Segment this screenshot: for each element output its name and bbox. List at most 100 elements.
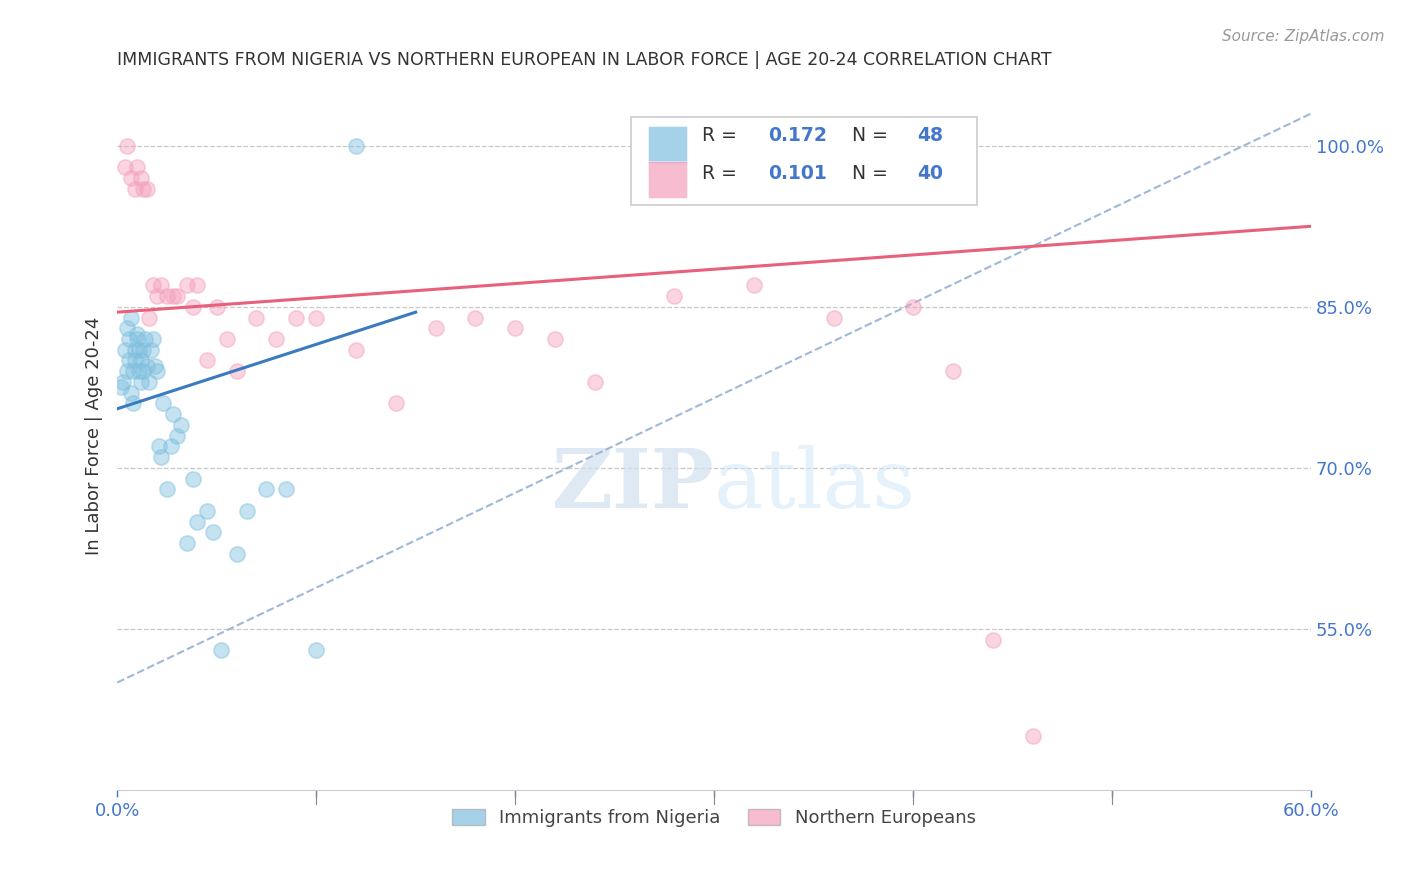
Point [209, 643, 232, 657]
Point [664, 289, 686, 303]
Text: 0.101: 0.101 [768, 164, 827, 183]
Point [120, 310, 142, 325]
Text: 48: 48 [917, 127, 943, 145]
Point [205, 300, 228, 314]
Point [115, 321, 138, 335]
Text: N =: N = [839, 164, 893, 183]
Text: R =: R = [702, 164, 744, 183]
Point [384, 396, 406, 410]
Point [1021, 729, 1043, 743]
FancyBboxPatch shape [648, 126, 686, 163]
Point [139, 343, 162, 357]
FancyBboxPatch shape [630, 117, 977, 205]
Point [122, 364, 145, 378]
Point [344, 343, 367, 357]
Point [544, 332, 567, 346]
Point [464, 310, 486, 325]
Legend: Immigrants from Nigeria, Northern Europeans: Immigrants from Nigeria, Northern Europe… [446, 801, 983, 834]
Point [120, 385, 142, 400]
Point [120, 171, 142, 186]
Point [266, 332, 288, 346]
Point [181, 300, 204, 314]
Point [138, 375, 160, 389]
Point [823, 310, 845, 325]
Point [305, 643, 328, 657]
Point [235, 504, 257, 518]
Point [225, 547, 247, 561]
Y-axis label: In Labor Force | Age 20-24: In Labor Force | Age 20-24 [86, 317, 103, 555]
Point [186, 278, 208, 293]
Point [162, 407, 184, 421]
Text: Source: ZipAtlas.com: Source: ZipAtlas.com [1222, 29, 1385, 44]
Text: 0.172: 0.172 [768, 127, 827, 145]
Text: 40: 40 [917, 164, 943, 183]
Point [156, 483, 179, 497]
Point [152, 396, 174, 410]
Point [742, 278, 765, 293]
Point [186, 515, 208, 529]
Point [142, 278, 165, 293]
Point [245, 310, 267, 325]
Point [146, 289, 169, 303]
Text: N =: N = [839, 127, 893, 145]
Point [901, 300, 924, 314]
Point [115, 364, 138, 378]
Point [129, 353, 152, 368]
Point [127, 326, 149, 341]
Point [132, 364, 155, 378]
Point [127, 160, 149, 174]
FancyBboxPatch shape [648, 161, 686, 198]
Point [170, 417, 193, 432]
Point [305, 310, 328, 325]
Point [112, 375, 135, 389]
Point [124, 182, 146, 196]
Point [146, 364, 169, 378]
Point [129, 171, 152, 186]
Point [276, 483, 298, 497]
Text: ZIP: ZIP [551, 445, 714, 525]
Point [166, 428, 188, 442]
Point [118, 353, 141, 368]
Point [344, 138, 367, 153]
Point [195, 353, 218, 368]
Point [134, 332, 156, 346]
Text: R =: R = [702, 127, 744, 145]
Point [215, 332, 238, 346]
Point [132, 343, 155, 357]
Point [124, 353, 146, 368]
Point [425, 321, 447, 335]
Point [181, 472, 204, 486]
Point [149, 278, 172, 293]
Point [195, 504, 218, 518]
Point [225, 364, 247, 378]
Point [981, 632, 1004, 647]
Point [124, 343, 146, 357]
Point [136, 359, 159, 373]
Point [127, 332, 149, 346]
Point [583, 375, 606, 389]
Point [160, 439, 183, 453]
Point [503, 321, 526, 335]
Point [114, 160, 136, 174]
Point [115, 138, 138, 153]
Point [122, 396, 145, 410]
Point [149, 450, 172, 464]
Point [138, 310, 160, 325]
Point [132, 182, 155, 196]
Point [166, 289, 188, 303]
Point [176, 536, 198, 550]
Point [110, 380, 132, 394]
Point [128, 343, 150, 357]
Point [118, 332, 141, 346]
Point [143, 359, 166, 373]
Point [201, 525, 224, 540]
Text: IMMIGRANTS FROM NIGERIA VS NORTHERN EUROPEAN IN LABOR FORCE | AGE 20-24 CORRELAT: IMMIGRANTS FROM NIGERIA VS NORTHERN EURO… [117, 51, 1052, 69]
Point [254, 483, 277, 497]
Point [156, 289, 179, 303]
Point [128, 364, 150, 378]
Point [942, 364, 965, 378]
Point [148, 439, 170, 453]
Point [136, 182, 159, 196]
Point [129, 375, 152, 389]
Point [176, 278, 198, 293]
